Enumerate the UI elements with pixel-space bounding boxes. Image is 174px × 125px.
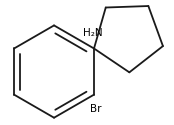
Text: Br: Br bbox=[90, 104, 101, 114]
Text: H₂N: H₂N bbox=[82, 28, 102, 38]
